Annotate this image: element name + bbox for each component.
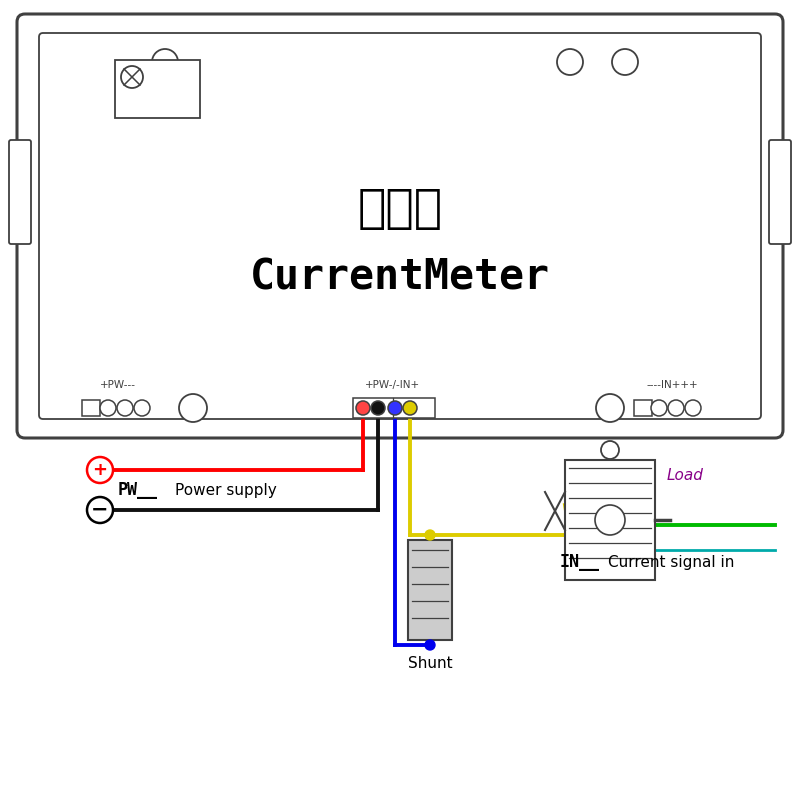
Text: CurrentMeter: CurrentMeter <box>250 257 550 299</box>
Text: 电流表: 电流表 <box>358 187 442 233</box>
FancyBboxPatch shape <box>9 140 31 244</box>
Circle shape <box>403 401 417 415</box>
Circle shape <box>388 401 402 415</box>
Text: Power supply: Power supply <box>175 482 277 498</box>
Circle shape <box>557 49 583 75</box>
Text: IN__: IN__ <box>560 553 600 571</box>
Circle shape <box>100 400 116 416</box>
Circle shape <box>612 49 638 75</box>
Circle shape <box>356 401 370 415</box>
FancyBboxPatch shape <box>39 33 761 419</box>
Text: ----IN+++: ----IN+++ <box>646 380 698 390</box>
Circle shape <box>134 400 150 416</box>
Bar <box>115 60 200 118</box>
Circle shape <box>87 497 113 523</box>
Circle shape <box>179 394 207 422</box>
Text: PW__: PW__ <box>118 481 158 499</box>
Circle shape <box>651 400 667 416</box>
Text: Load: Load <box>667 467 704 482</box>
Circle shape <box>87 457 113 483</box>
Text: Shunt: Shunt <box>408 656 452 671</box>
Bar <box>408 540 452 640</box>
Bar <box>565 460 655 580</box>
Bar <box>353 398 435 418</box>
Circle shape <box>152 49 178 75</box>
Circle shape <box>425 640 435 650</box>
Circle shape <box>668 400 684 416</box>
Bar <box>634 400 652 416</box>
Circle shape <box>596 394 624 422</box>
Circle shape <box>121 66 143 88</box>
Text: −: − <box>91 500 109 520</box>
Circle shape <box>595 505 625 535</box>
Circle shape <box>601 441 619 459</box>
Circle shape <box>425 530 435 540</box>
Text: +: + <box>93 461 107 479</box>
Text: +PW---: +PW--- <box>100 380 136 390</box>
FancyBboxPatch shape <box>769 140 791 244</box>
Text: Current signal in: Current signal in <box>608 554 734 570</box>
FancyBboxPatch shape <box>17 14 783 438</box>
Circle shape <box>685 400 701 416</box>
Circle shape <box>117 400 133 416</box>
Bar <box>82 400 100 416</box>
Text: +PW-/-IN+: +PW-/-IN+ <box>366 380 421 390</box>
Circle shape <box>371 401 385 415</box>
